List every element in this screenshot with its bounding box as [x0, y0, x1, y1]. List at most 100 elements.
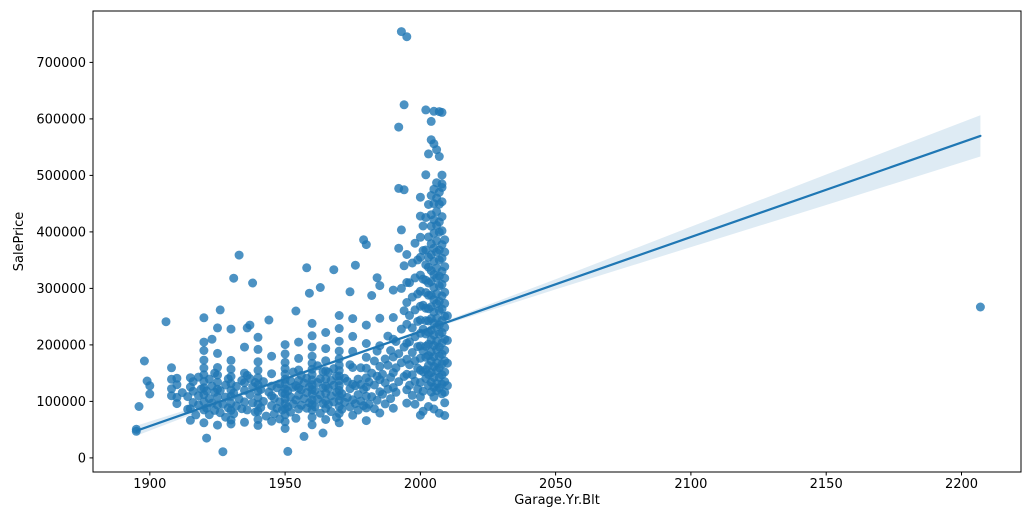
- scatter-point: [267, 416, 277, 426]
- scatter-point: [372, 273, 382, 283]
- scatter-point: [326, 407, 336, 417]
- scatter-point: [253, 365, 263, 375]
- scatter-point: [334, 324, 344, 333]
- scatter-point: [437, 212, 447, 222]
- scatter-point: [410, 399, 420, 409]
- y-tick-label: 200000: [36, 338, 86, 353]
- confidence-band: [136, 115, 981, 436]
- scatter-point: [372, 395, 382, 405]
- scatter-point: [399, 185, 409, 195]
- scatter-point: [145, 389, 155, 399]
- scatter-point: [207, 334, 217, 344]
- scatter-point: [388, 313, 398, 322]
- scatter-point: [226, 324, 236, 334]
- scatter-point: [321, 344, 331, 354]
- scatter-point: [386, 394, 396, 404]
- scatter-point: [213, 363, 222, 372]
- scatter-point: [131, 424, 141, 434]
- scatter-point: [410, 238, 420, 248]
- scatter-point: [329, 265, 339, 275]
- scatter-point: [299, 431, 309, 441]
- scatter-point: [337, 404, 347, 414]
- scatter-point: [229, 409, 239, 419]
- scatter-point: [307, 351, 317, 361]
- scatter-point: [191, 410, 201, 420]
- scatter-point: [334, 346, 344, 356]
- scatter-point: [415, 192, 425, 202]
- scatter-point: [199, 363, 209, 373]
- scatter-point: [405, 311, 414, 320]
- scatter-point: [199, 313, 209, 323]
- scatter-point: [218, 447, 228, 457]
- x-tick-label: 2200: [945, 477, 978, 492]
- scatter-point: [229, 273, 239, 283]
- scatter-point: [318, 428, 328, 438]
- scatter-point: [440, 247, 450, 257]
- scatter-point: [283, 446, 293, 456]
- scatter-point: [437, 379, 447, 389]
- scatter-point: [350, 260, 360, 270]
- scatter-point: [432, 273, 442, 283]
- plot-border: [92, 10, 1022, 473]
- scatter-point: [280, 357, 290, 367]
- axes: 1900 1950 2000 2050 2100 2150 2200 0 100000 20000…: [36, 10, 1022, 492]
- scatter-point: [391, 387, 401, 397]
- scatter-point: [307, 331, 317, 341]
- scatter-point: [304, 288, 314, 298]
- scatter-point: [167, 363, 176, 373]
- scatter-point: [240, 397, 249, 407]
- scatter-point: [432, 220, 442, 230]
- scatter-point: [399, 100, 409, 110]
- regression-line-group: [135, 134, 982, 432]
- scatter-point: [172, 380, 182, 390]
- scatter-point: [202, 433, 212, 443]
- scatter-point: [432, 299, 442, 309]
- scatter-point: [402, 250, 412, 259]
- scatter-point: [378, 369, 387, 379]
- scatter-point: [280, 417, 290, 427]
- x-tick-label: 2000: [404, 477, 437, 492]
- scatter-point: [280, 364, 290, 374]
- scatter-point: [334, 360, 344, 370]
- scatter-point: [294, 337, 304, 347]
- scatter-point: [437, 291, 447, 301]
- scatter-point: [145, 381, 155, 391]
- scatter-point: [434, 329, 444, 339]
- y-tick-label: 300000: [36, 282, 86, 297]
- scatter-point: [240, 417, 249, 427]
- scatter-point: [402, 398, 412, 408]
- scatter-point: [199, 337, 209, 347]
- scatter-point: [172, 399, 182, 409]
- scatter-point: [213, 420, 222, 430]
- scatter-point: [307, 412, 317, 422]
- y-tick-label: 700000: [36, 56, 86, 71]
- scatter-point: [440, 345, 450, 355]
- x-axis-label: Garage.Yr.Blt: [514, 493, 600, 508]
- scatter-point: [437, 359, 447, 369]
- scatter-point: [258, 377, 268, 387]
- y-axis-label: SalePrice: [12, 212, 27, 272]
- scatter-point: [421, 170, 431, 180]
- regression-line: [135, 134, 982, 432]
- scatter-point: [307, 318, 317, 328]
- scatter-point: [434, 255, 444, 265]
- scatter-point: [394, 349, 404, 359]
- scatter-point: [264, 315, 274, 325]
- scatter-point: [204, 374, 214, 384]
- scatter-point: [440, 367, 450, 377]
- scatter-point: [432, 145, 442, 155]
- scatter-point: [396, 283, 406, 293]
- scatter-point: [434, 227, 444, 237]
- scatter-point: [240, 342, 249, 352]
- scatter-point: [407, 323, 417, 333]
- scatter-point: [213, 323, 222, 333]
- scatter-point: [424, 278, 433, 288]
- scatter-point: [402, 32, 412, 42]
- scatter-point: [434, 199, 444, 209]
- scatter-point: [258, 396, 268, 406]
- scatter-point: [345, 287, 355, 297]
- scatter-point: [388, 403, 398, 413]
- scatter-point: [348, 331, 358, 341]
